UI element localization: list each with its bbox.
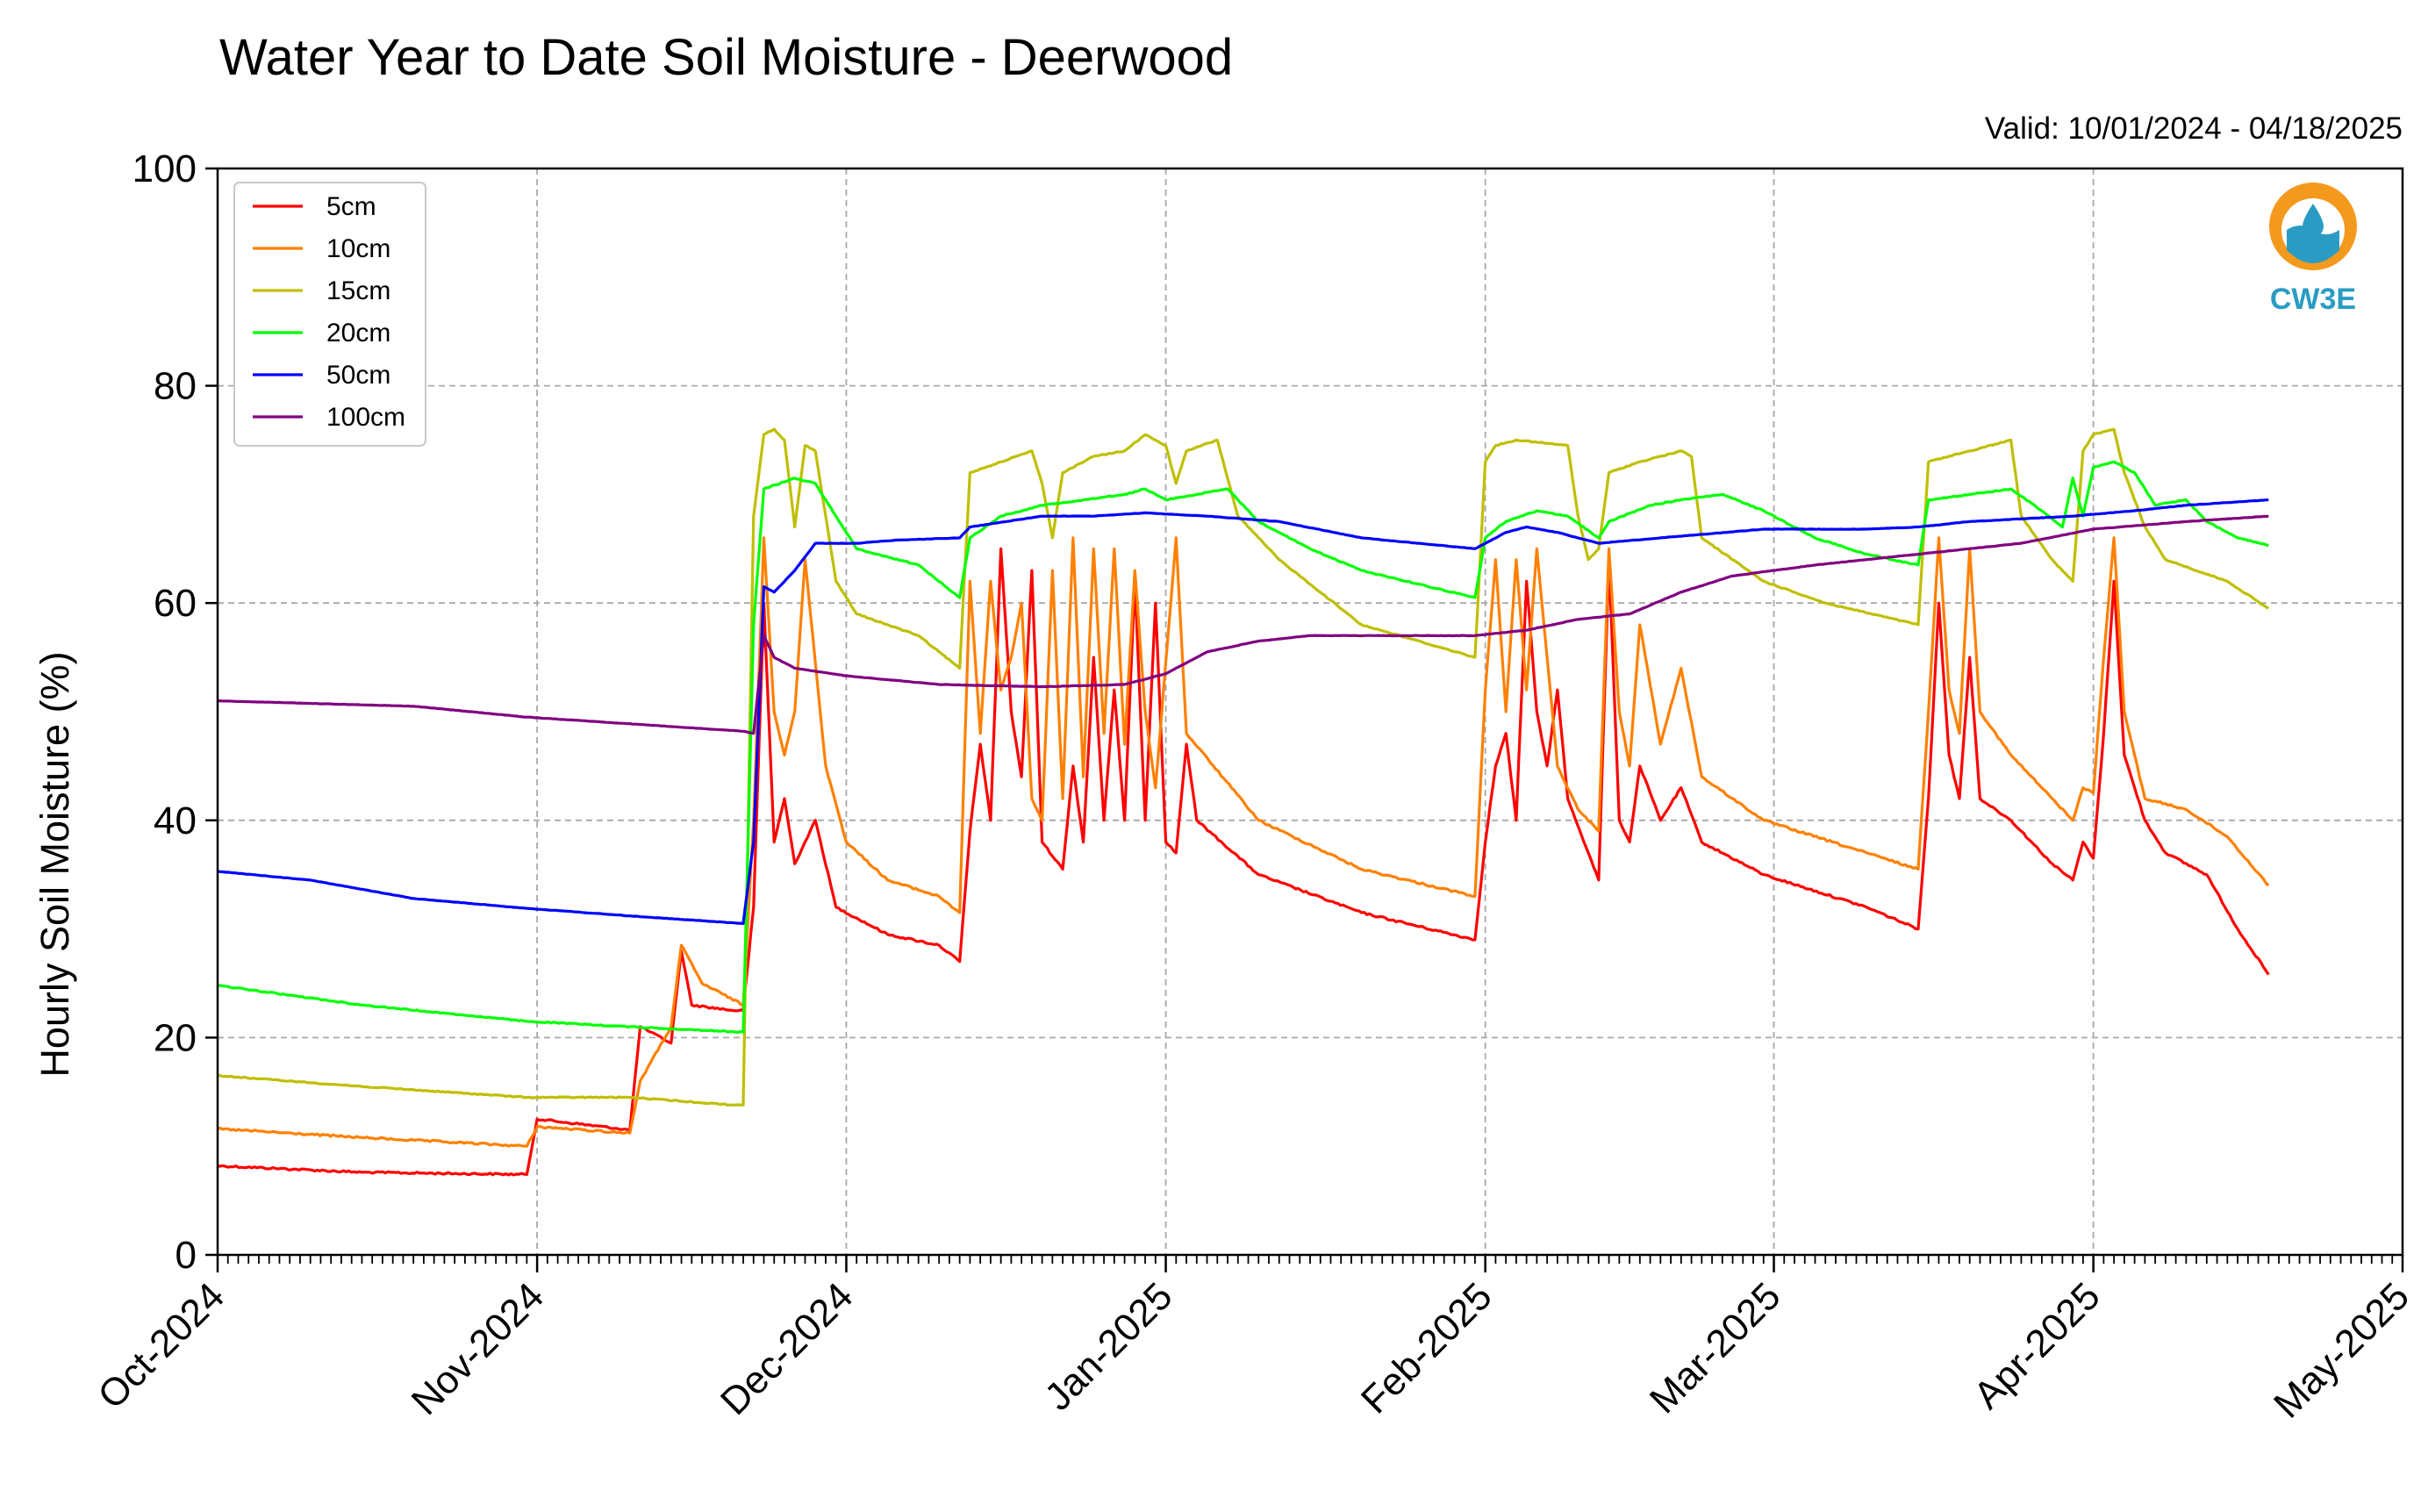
logo-wave-icon	[2287, 226, 2339, 263]
y-tick-label: 0	[175, 1234, 197, 1277]
legend-label-50cm: 50cm	[326, 361, 390, 390]
legend-label-15cm: 15cm	[326, 276, 390, 305]
x-tick-label: Nov-2024	[404, 1274, 553, 1423]
x-tick-label: Feb-2025	[1353, 1274, 1500, 1422]
x-tick-label: Dec-2024	[713, 1274, 862, 1423]
series-group	[217, 427, 2270, 1177]
valid-date-range: Valid: 10/01/2024 - 04/18/2025	[1985, 111, 2403, 146]
x-tick-label: May-2025	[2266, 1274, 2417, 1426]
y-axis-label: Hourly Soil Moisture (%)	[32, 651, 77, 1077]
x-axis-ticks: Oct-2024 Nov-2024 Dec-2024 Jan-2025 Feb-2025…	[90, 1255, 2417, 1426]
series-line-20cm	[218, 460, 2269, 1035]
y-axis-ticks: 0 20 40 60 80 100	[133, 147, 218, 1277]
legend-label-100cm: 100cm	[326, 403, 405, 432]
x-tick-label: Mar-2025	[1642, 1274, 1789, 1422]
y-tick-label: 80	[154, 365, 197, 408]
series-line-5cm	[217, 547, 2270, 1177]
y-tick-label: 100	[133, 147, 197, 190]
series-line-10cm	[217, 536, 2270, 1148]
series-line-50cm	[217, 498, 2269, 926]
x-tick-label: Jan-2025	[1036, 1274, 1180, 1418]
y-tick-label: 20	[154, 1016, 197, 1059]
series-line-100cm	[217, 514, 2269, 735]
logo-text: CW3E	[2270, 283, 2356, 316]
cw3e-logo: CW3E	[2269, 183, 2357, 316]
plot-frame	[216, 167, 2404, 1257]
legend: 5cm 10cm 15cm 20cm 50cm 100cm	[233, 182, 426, 447]
legend-label-10cm: 10cm	[326, 234, 390, 263]
grid-lines	[217, 168, 2403, 1256]
chart-title: Water Year to Date Soil Moisture - Deerw…	[219, 29, 1233, 86]
x-tick-label: Oct-2024	[90, 1274, 233, 1417]
legend-label-5cm: 5cm	[326, 192, 376, 221]
logo-drop-icon	[2303, 204, 2324, 237]
y-tick-label: 60	[154, 582, 197, 625]
x-tick-label: Apr-2025	[1966, 1274, 2109, 1417]
legend-label-20cm: 20cm	[326, 319, 390, 348]
y-tick-label: 40	[154, 799, 197, 842]
